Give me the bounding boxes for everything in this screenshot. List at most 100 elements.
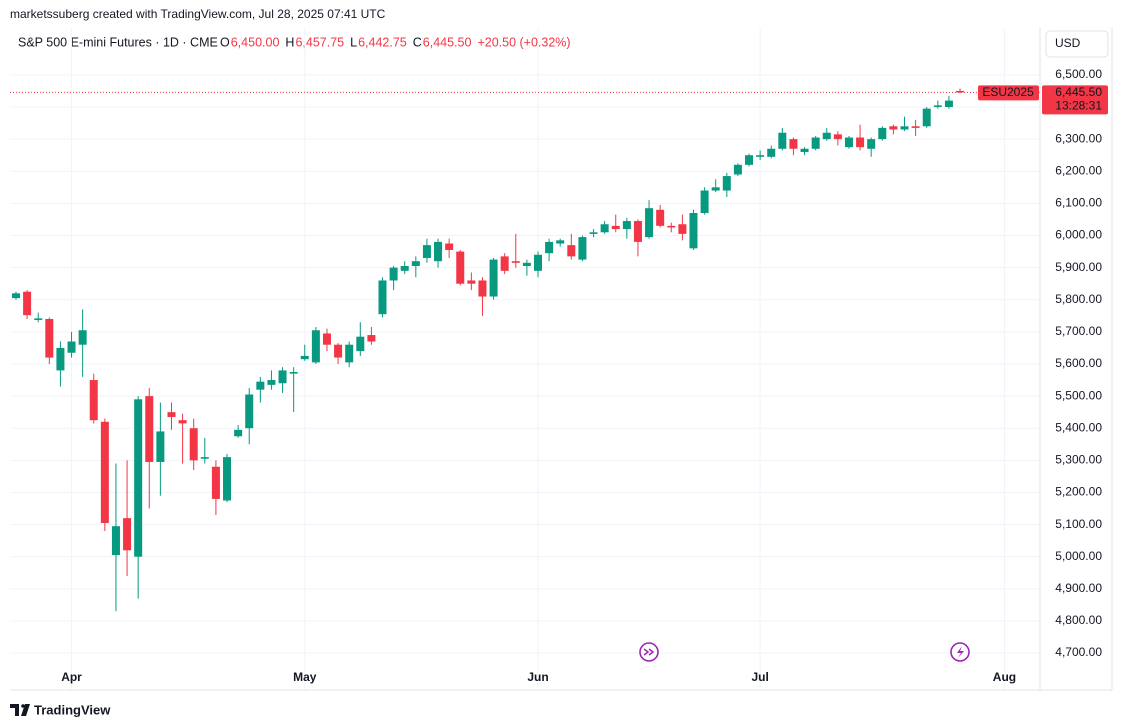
currency-label[interactable]: USD xyxy=(1055,36,1081,50)
candle-body xyxy=(256,381,265,390)
y-tick-label: 6,500.00 xyxy=(1055,67,1102,81)
symbol-badge xyxy=(978,85,1039,101)
candle-body xyxy=(711,187,720,191)
candle-body xyxy=(200,457,209,459)
candle-body xyxy=(578,237,587,260)
candle-body xyxy=(167,412,176,417)
candle-body xyxy=(178,420,187,424)
candle-body xyxy=(745,155,754,165)
candle-body xyxy=(400,266,409,271)
candle-body xyxy=(334,344,343,358)
y-tick-label: 5,500.00 xyxy=(1055,388,1102,402)
y-tick-label: 5,000.00 xyxy=(1055,549,1102,563)
candle-body xyxy=(911,126,920,128)
event-icon[interactable] xyxy=(639,642,659,662)
candle-body xyxy=(545,241,554,254)
candle-body xyxy=(878,127,887,140)
candle-body xyxy=(189,428,198,461)
y-tick-label: 5,600.00 xyxy=(1055,356,1102,370)
ohlc-value: 6,445.50 xyxy=(423,35,472,49)
y-tick-label: 4,800.00 xyxy=(1055,613,1102,627)
price-badge xyxy=(1042,85,1108,115)
y-tick-label: 5,300.00 xyxy=(1055,453,1102,467)
candle-body xyxy=(956,90,965,93)
candle-body xyxy=(356,336,365,352)
candle-body xyxy=(678,224,687,234)
candle-body xyxy=(867,139,876,149)
symbol-title: S&P 500 E-mini Futures · 1D · CME xyxy=(18,35,218,49)
currency-button[interactable] xyxy=(1045,30,1109,58)
candle-body xyxy=(422,245,431,258)
candle-body xyxy=(500,256,509,271)
ohlc-key: L xyxy=(350,35,357,49)
candle-body xyxy=(889,126,898,130)
candle-body xyxy=(445,243,454,250)
logo xyxy=(10,704,30,716)
candle-body xyxy=(589,232,598,234)
event-icon[interactable] xyxy=(950,642,970,662)
x-tick-label: May xyxy=(293,670,317,684)
price-label: 6,445.50 xyxy=(1055,85,1102,99)
candle-body xyxy=(45,319,54,358)
candle-body xyxy=(800,148,809,152)
candle-body xyxy=(756,155,765,157)
candle-body xyxy=(633,221,642,242)
candle-body xyxy=(134,399,143,557)
candle-body xyxy=(600,224,609,233)
candle-body xyxy=(511,261,520,263)
candle-body xyxy=(522,262,531,267)
candle-body xyxy=(145,396,154,462)
credit: marketssuberg created with TradingView.c… xyxy=(10,7,386,21)
ohlc-key: H xyxy=(285,35,294,49)
ohlc-key: O xyxy=(220,35,230,49)
candle-body xyxy=(656,209,665,226)
x-tick-label: Apr xyxy=(61,670,82,684)
y-tick-label: 6,100.00 xyxy=(1055,196,1102,210)
candle-body xyxy=(311,330,320,363)
countdown-label: 13:28:31 xyxy=(1055,99,1102,113)
candle-body xyxy=(733,164,742,175)
candle-body xyxy=(156,431,165,462)
y-tick-label: 6,200.00 xyxy=(1055,163,1102,177)
candle-body xyxy=(456,251,465,284)
candle-body xyxy=(533,254,542,271)
candle-body xyxy=(767,148,776,157)
candle-body xyxy=(811,137,820,149)
change-value: +20.50 (+0.32%) xyxy=(477,35,570,49)
y-tick-label: 6,000.00 xyxy=(1055,228,1102,242)
y-tick-label: 5,900.00 xyxy=(1055,260,1102,274)
y-tick-label: 5,700.00 xyxy=(1055,324,1102,338)
candle-body xyxy=(389,267,398,281)
candle-body xyxy=(234,429,243,437)
ohlc-value: 6,457.75 xyxy=(295,35,344,49)
candle-body xyxy=(34,318,43,320)
candle-body xyxy=(856,137,865,148)
ohlc-value: 6,450.00 xyxy=(231,35,280,49)
x-tick-label: Jun xyxy=(527,670,548,684)
symbol-label: ESU2025 xyxy=(982,85,1034,99)
y-tick-label: 5,800.00 xyxy=(1055,292,1102,306)
candle-body xyxy=(700,190,709,214)
candle-body xyxy=(922,108,931,127)
candle-body xyxy=(489,259,498,297)
candle-body xyxy=(411,261,420,267)
y-tick-label: 5,100.00 xyxy=(1055,517,1102,531)
candle-body xyxy=(78,330,87,345)
candle-body xyxy=(111,526,120,556)
candle-body xyxy=(645,208,654,238)
candle-body xyxy=(245,394,254,429)
candle-body xyxy=(345,344,354,363)
x-tick-label: Jul xyxy=(751,670,768,684)
ohlc-value: 6,442.75 xyxy=(358,35,407,49)
y-tick-label: 4,900.00 xyxy=(1055,581,1102,595)
candle-body xyxy=(67,341,76,353)
candle-body xyxy=(378,280,387,315)
x-tick-label: Aug xyxy=(993,670,1016,684)
candle-body xyxy=(833,134,842,140)
candle-body xyxy=(667,225,676,228)
candle-body xyxy=(844,137,853,148)
candle-body xyxy=(467,280,476,284)
y-tick-label: 6,300.00 xyxy=(1055,131,1102,145)
